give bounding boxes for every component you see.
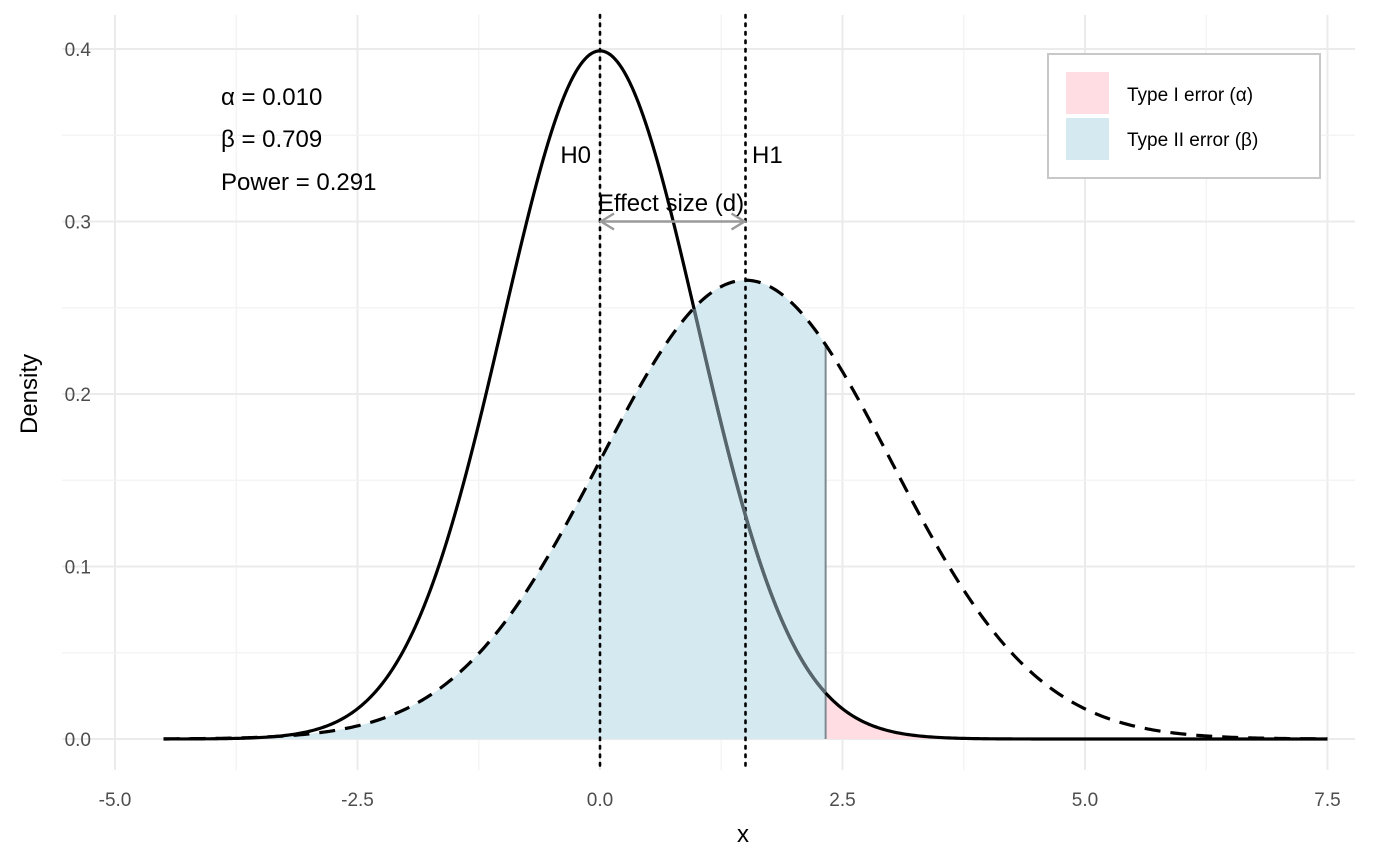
x-tick-label: -5.0 (99, 790, 132, 811)
x-tick-label: 7.5 (1314, 790, 1340, 811)
curve-layer (163, 49, 1328, 741)
h1-density-curve (163, 278, 1328, 741)
legend: Type I error (α) Type II error (β) (1047, 53, 1321, 179)
reference-line-layer (598, 13, 747, 772)
type-ii-error-area (163, 280, 826, 739)
x-tick-label: 0.0 (587, 790, 613, 811)
y-tick-label: 0.4 (65, 40, 92, 61)
x-tick-label: 2.5 (829, 790, 855, 811)
shaded-area-layer (163, 280, 1328, 739)
h0-label: H0 (560, 142, 591, 169)
h0-curve-overlap (692, 308, 827, 695)
power-annotation: Power = 0.291 (221, 169, 376, 196)
x-tick-label: -2.5 (341, 790, 374, 811)
x-axis-title: x (737, 821, 749, 848)
y-tick-label: 0.3 (65, 213, 91, 234)
y-axis-title: Density (16, 354, 43, 434)
legend-swatch-type-ii (1066, 118, 1109, 160)
effect-arrow-layer (598, 212, 747, 231)
effect-arrow-head-right (730, 212, 747, 231)
x-tick-label: 5.0 (1072, 790, 1098, 811)
y-tick-label: 0.0 (65, 730, 91, 751)
h1-label: H1 (752, 142, 783, 169)
legend-label-type-i: Type I error (α) (1127, 85, 1253, 106)
beta-annotation: β = 0.709 (221, 126, 322, 153)
effect-arrow-head-left (598, 212, 615, 231)
tick-label-layer: -5.0 -2.5 0.0 2.5 5.0 7.5 0.0 0.1 0.2 0.3 0.4 (65, 40, 1341, 811)
effect-size-label: Effect size (d) (598, 190, 744, 217)
legend-label-type-ii: Type II error (β) (1127, 130, 1258, 151)
type-i-error-area (825, 692, 1328, 739)
y-tick-label: 0.2 (65, 385, 91, 406)
legend-swatch-type-i (1066, 72, 1109, 114)
y-tick-label: 0.1 (65, 558, 91, 579)
alpha-annotation: α = 0.010 (221, 84, 322, 111)
